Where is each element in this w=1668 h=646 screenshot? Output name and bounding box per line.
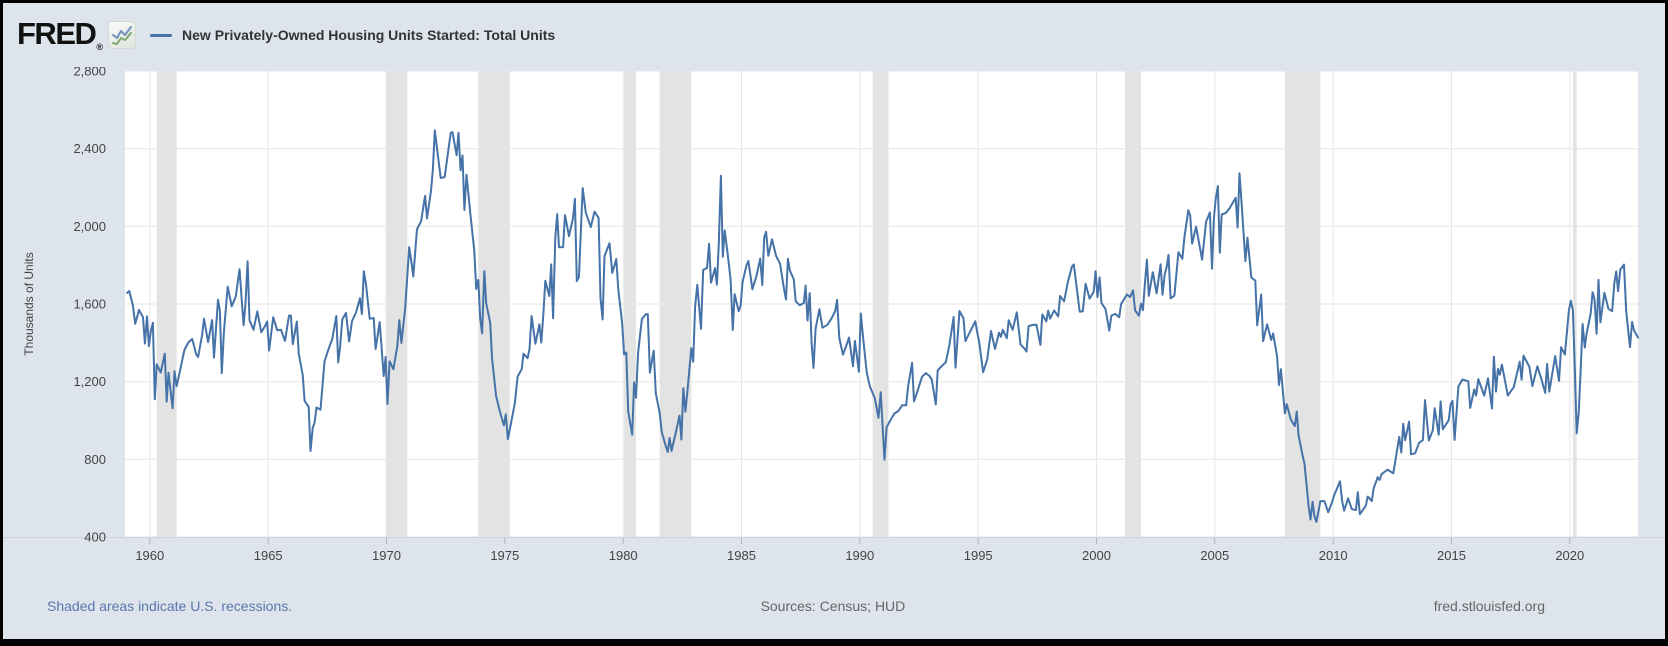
x-tick-label: 1985: [727, 548, 756, 563]
series-title: New Privately-Owned Housing Units Starte…: [182, 27, 556, 43]
legend-line-swatch: [150, 33, 173, 37]
chart-footer: Shaded areas indicate U.S. recessions. S…: [3, 572, 1665, 639]
fred-chart-widget: FRED® New Privately-Owned Housing Units …: [3, 3, 1665, 639]
site-link[interactable]: fred.stlouisfed.org: [1433, 598, 1545, 614]
recession-note-link[interactable]: Shaded areas indicate U.S. recessions.: [47, 598, 293, 614]
x-tick-label: 1975: [490, 548, 519, 563]
chart-canvas[interactable]: 1960 1965 1970 1975 1980 1985 1990 1995 2000 2005…: [3, 64, 1665, 572]
sparkline-icon: [108, 21, 137, 49]
chart-header: FRED® New Privately-Owned Housing Units …: [3, 3, 1665, 67]
x-tick-label: 2015: [1437, 548, 1466, 563]
y-tick-label: 2,000: [73, 219, 106, 234]
x-tick-label: 1960: [135, 548, 164, 563]
fred-logo-text: FRED: [17, 16, 97, 51]
y-tick-label: 2,400: [73, 141, 106, 156]
y-tick-label: 2,800: [73, 67, 106, 79]
x-tick-label: 2000: [1082, 548, 1111, 563]
x-tick-label: 2020: [1555, 548, 1584, 563]
x-tick-label: 2005: [1200, 548, 1229, 563]
x-tick-label: 1990: [845, 548, 874, 563]
y-tick-label: 1,200: [73, 374, 106, 389]
y-tick-label: 400: [84, 530, 106, 545]
chart-area: 1960 1965 1970 1975 1980 1985 1990 1995 2000 2005…: [3, 64, 1665, 572]
y-tick-label: 1,600: [73, 297, 106, 312]
x-tick-label: 2010: [1319, 548, 1348, 563]
y-axis-title: Thousands of Units: [22, 252, 36, 355]
fred-logo[interactable]: FRED®: [17, 18, 103, 52]
series-line: [126, 129, 1639, 523]
x-tick-label: 1980: [609, 548, 638, 563]
x-tick-label: 1965: [254, 548, 283, 563]
sources-text[interactable]: Sources: Census; HUD: [760, 598, 906, 614]
registered-trademark-icon: ®: [96, 42, 104, 52]
x-tick-label: 1970: [372, 548, 401, 563]
y-tick-label: 800: [84, 452, 106, 467]
x-tick-label: 1995: [964, 548, 993, 563]
